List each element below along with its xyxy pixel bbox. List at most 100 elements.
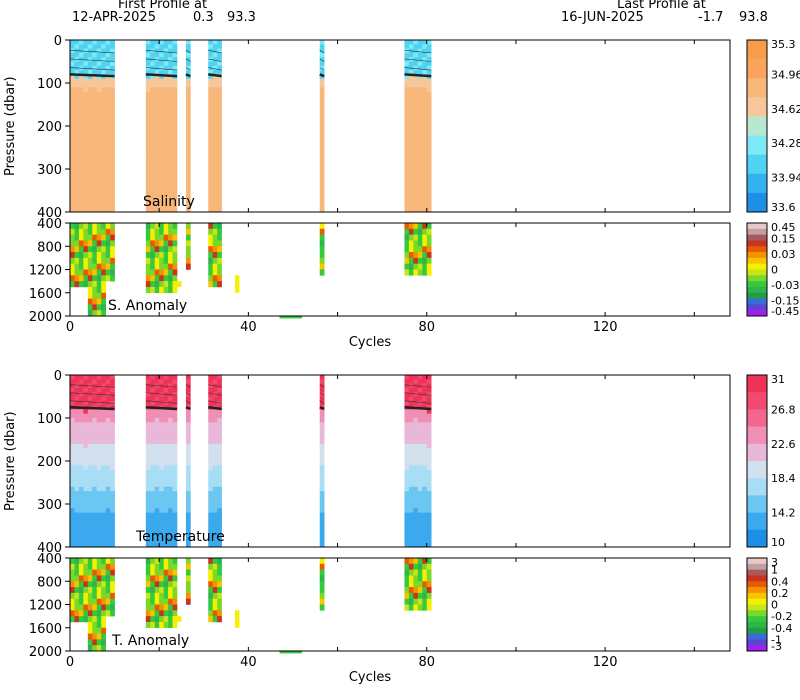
- salinity-cell: [185, 169, 191, 174]
- temperature-cell: [74, 409, 80, 414]
- salinity-anomaly-cell: [208, 257, 214, 264]
- temperature-cell: [208, 375, 214, 380]
- temperature-cell: [150, 379, 156, 384]
- temperature-cell: [87, 473, 93, 479]
- salinity-cell: [319, 169, 325, 174]
- temperature-contour: [185, 392, 191, 396]
- temperature-anomaly-cell: [96, 587, 102, 594]
- salinity-cell: [413, 156, 419, 161]
- temperature-cell: [101, 499, 106, 505]
- temperature-cell: [168, 495, 173, 500]
- temperature-cell: [185, 473, 191, 479]
- salinity-cell: [154, 203, 160, 208]
- salinity-anomaly-colorbar-label: -0.45: [771, 305, 799, 318]
- salinity-anomaly-colorbar-label: 0: [771, 264, 778, 277]
- temperature-cell: [110, 469, 115, 475]
- salinity-cell: [185, 95, 191, 101]
- temperature-contour: [404, 384, 432, 388]
- salinity-cell: [426, 91, 432, 97]
- salinity-anomaly-cell: [172, 223, 178, 230]
- temperature-anomaly-cell: [101, 569, 106, 576]
- salinity-cell: [185, 199, 191, 204]
- temperature-cell: [159, 439, 164, 445]
- temperature-cell: [70, 538, 75, 543]
- temperature-cell: [163, 435, 169, 440]
- salinity-anomaly-cell: [217, 257, 222, 264]
- salinity-anomaly-cell: [235, 275, 240, 282]
- salinity-cell: [105, 100, 111, 105]
- salinity-cell: [168, 138, 173, 144]
- salinity-cell: [172, 117, 178, 122]
- temperature-cell: [150, 542, 156, 548]
- salinity-cell: [78, 78, 84, 84]
- temperature-anomaly-cell: [83, 581, 89, 588]
- salinity-cell: [96, 160, 102, 165]
- temperature-cell: [159, 542, 164, 548]
- temperature-cell: [404, 456, 410, 462]
- salinity-cell: [83, 177, 89, 183]
- salinity-cell: [92, 117, 98, 122]
- salinity-anomaly-cell: [101, 234, 106, 241]
- temperature-cell: [404, 443, 410, 449]
- temperature-cell: [150, 375, 156, 380]
- salinity-anomaly-colorbar-label: 0.45: [771, 221, 796, 234]
- salinity-cell: [150, 113, 156, 118]
- temperature-cell: [185, 486, 191, 492]
- temperature-cell: [150, 409, 156, 414]
- temperature-cell: [105, 465, 111, 470]
- temperature-anomaly-cell: [185, 581, 191, 588]
- salinity-anomaly-cell: [70, 281, 75, 288]
- salinity-cell: [217, 52, 222, 58]
- temperature-cell: [87, 413, 93, 419]
- temperature-cell: [78, 473, 84, 479]
- temperature-cell: [83, 534, 89, 539]
- salinity-anomaly-cell: [78, 281, 84, 288]
- salinity-cell: [426, 121, 432, 127]
- temperature-anomaly-cell: [426, 604, 432, 611]
- salinity-cell: [110, 121, 115, 127]
- temperature-cell: [185, 499, 191, 505]
- salinity-anomaly-cell: [78, 252, 84, 259]
- salinity-cell: [422, 61, 428, 67]
- temperature-cell: [426, 435, 432, 440]
- salinity-cell: [168, 181, 173, 187]
- salinity-anomaly-cell: [212, 275, 218, 282]
- temperature-cell: [154, 499, 160, 505]
- salinity-cell: [154, 65, 160, 71]
- temperature-anomaly-colorbar-swatch: [747, 645, 767, 652]
- temperature-cell: [154, 430, 160, 436]
- temperature-cell: [408, 542, 414, 548]
- salinity-colorbar-label: 33.94: [771, 172, 800, 185]
- salinity-anomaly-cell: [163, 228, 169, 235]
- temperature-cell: [172, 525, 178, 531]
- salinity-cell: [217, 207, 222, 213]
- temperature-cell: [208, 452, 214, 457]
- salinity-cell: [105, 173, 111, 178]
- temperature-cell: [92, 443, 98, 449]
- temperature-anomaly-cell: [150, 563, 156, 570]
- temperature-anomaly-cell: [159, 575, 164, 582]
- salinity-cell: [422, 169, 428, 174]
- temperature-anomaly-cell: [150, 621, 156, 629]
- temperature-anomaly-cell: [208, 592, 214, 599]
- temperature-cell: [70, 482, 75, 488]
- salinity-annotation: Salinity: [143, 194, 195, 210]
- temperature-anomaly-cell: [92, 598, 98, 605]
- salinity-anomaly-cell: [150, 286, 156, 294]
- temperature-cell: [172, 504, 178, 509]
- temperature-anomaly-cell: [70, 558, 75, 565]
- temperature-anomaly-cell: [110, 604, 115, 611]
- temperature-cell: [422, 400, 428, 406]
- salinity-colorbar-swatch: [747, 78, 767, 98]
- temperature-anomaly-cell: [101, 604, 106, 611]
- temperature-cell: [70, 448, 75, 453]
- temperature-cell: [159, 413, 164, 419]
- temperature-cell: [70, 478, 75, 483]
- temperature-cell: [145, 443, 151, 449]
- salinity-cell: [172, 108, 178, 114]
- salinity-anomaly-cell: [422, 252, 428, 259]
- temperature-cell: [154, 379, 160, 384]
- temperature-anomaly-cell: [110, 610, 115, 617]
- salinity-cell: [319, 207, 325, 213]
- salinity-cell: [74, 91, 80, 97]
